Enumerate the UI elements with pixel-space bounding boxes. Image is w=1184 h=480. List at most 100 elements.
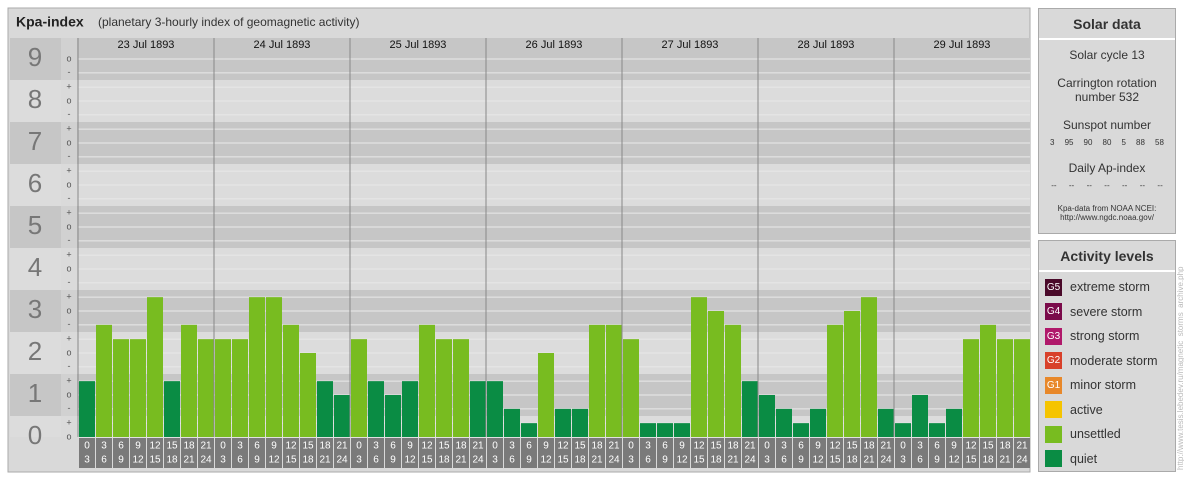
y-tick-label: 0 [28,420,42,450]
hour-box [79,438,95,468]
ap-value: -- [1068,181,1075,190]
hour-box [266,438,282,468]
minor-column [61,38,77,437]
y-minor-label: - [68,235,71,245]
hour-label: 15 [982,441,994,452]
bar [912,395,928,437]
hour-label: 3 [781,441,787,452]
hour-box [912,438,928,468]
hour-label: 9 [118,455,124,466]
level-swatch: G4 [1045,303,1062,321]
hour-box [1014,438,1030,468]
hour-label: 6 [390,441,396,452]
hour-box [691,438,707,468]
hour-box [827,438,843,468]
hour-box [181,438,197,468]
hour-box [929,438,945,468]
bar [895,423,911,437]
levels-panel: Activity levels G5 extreme storm G4 severe … [1038,240,1176,472]
hour-label: 21 [200,441,212,452]
hour-label: 9 [815,441,821,452]
hour-label: 24 [608,455,620,466]
hour-label: 3 [509,441,515,452]
bar [300,353,316,437]
bar [674,423,690,437]
ap-value: -- [1086,181,1092,190]
hour-label: 21 [336,441,348,452]
bar [283,324,299,437]
hour-label: 18 [574,455,586,466]
hour-box [980,438,996,468]
hour-label: 24 [200,455,212,466]
hour-label: 21 [863,455,875,466]
hour-label: 3 [356,455,362,466]
hour-label: 3 [628,455,634,466]
hour-box [504,438,520,468]
y-minor-label: - [68,67,71,77]
hour-label: 9 [543,441,549,452]
sunspot-title: Sunspot number [1062,118,1152,132]
bar [402,381,418,437]
y-tick-label: 5 [28,210,42,240]
level-name: strong storm [1070,329,1140,344]
hour-box [810,438,826,468]
hour-box [725,438,741,468]
hour-label: 15 [710,441,722,452]
hour-box [385,438,401,468]
day-label: 27 Jul 1893 [662,39,719,51]
hour-box [96,438,112,468]
hour-box [232,438,248,468]
bar [436,339,452,437]
hour-box [334,438,350,468]
day-label: 29 Jul 1893 [934,39,991,51]
hour-label: 18 [710,455,722,466]
hour-label: 9 [798,455,804,466]
bar [181,324,197,437]
sunspot-value: 95 [1064,138,1074,147]
hour-label: 24 [880,455,892,466]
sunspot-value: 88 [1136,138,1145,147]
hour-box [844,438,860,468]
bar [963,339,979,437]
hour-box [997,438,1013,468]
bar [844,311,860,437]
bar [606,324,622,437]
hour-box [708,438,724,468]
hour-label: 18 [183,441,195,452]
y-minor-label: - [68,109,71,119]
kp-chart: Kpa-index (planetary 3-hourly index of g… [7,7,1031,473]
bar [861,297,877,437]
y-minor-label: - [68,319,71,329]
bar [368,381,384,437]
level-item: quiet [1039,447,1175,472]
bar [351,339,367,437]
hour-label: 18 [846,455,858,466]
hour-label: 6 [101,455,107,466]
bar [130,339,146,437]
hour-label: 9 [934,455,940,466]
hour-label: 12 [693,441,705,452]
bar [317,381,333,437]
sunspot-value: 80 [1102,138,1112,147]
y-tick-label: 8 [28,84,42,114]
hour-label: 15 [438,441,450,452]
bar [810,408,826,437]
hour-label: 12 [540,455,552,466]
hour-label: 6 [781,455,787,466]
hour-box [793,438,809,468]
hour-label: 12 [132,455,144,466]
y-minor-label: o [66,347,71,357]
level-name: minor storm [1070,378,1136,393]
bar [997,339,1013,437]
bar [521,423,537,437]
hour-box [368,438,384,468]
hour-box [674,438,690,468]
level-swatch [1045,401,1062,419]
level-name: quiet [1070,451,1098,466]
ap-value: -- [1104,181,1110,190]
hour-label: 18 [591,441,603,452]
hour-box [946,438,962,468]
hour-label: 12 [676,455,688,466]
hour-label: 15 [574,441,586,452]
